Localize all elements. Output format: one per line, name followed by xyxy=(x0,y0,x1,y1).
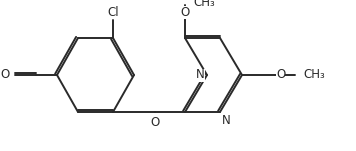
Text: O: O xyxy=(276,69,285,82)
Text: O: O xyxy=(1,69,10,82)
Text: CH₃: CH₃ xyxy=(303,69,325,82)
Text: CH₃: CH₃ xyxy=(193,0,215,8)
Text: Cl: Cl xyxy=(107,6,119,19)
Text: N: N xyxy=(222,114,231,127)
Text: O: O xyxy=(150,116,159,129)
Text: N: N xyxy=(196,69,205,82)
Text: O: O xyxy=(180,6,190,19)
